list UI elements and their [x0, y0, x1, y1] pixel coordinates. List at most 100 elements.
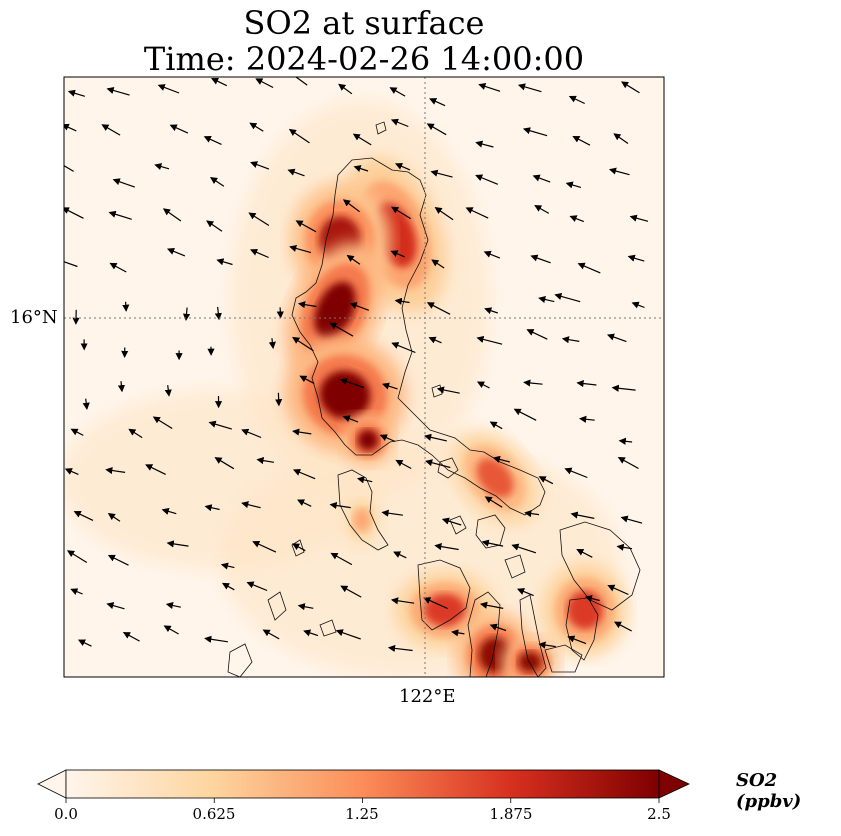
wind-arrow-164: [423, 597, 448, 610]
wind-arrow-161: [297, 603, 314, 611]
wind-arrow-82: [268, 338, 276, 350]
wind-arrow-12: [620, 81, 640, 94]
wind-arrow-6: [338, 83, 353, 95]
wind-arrow-126: [492, 455, 510, 463]
wind-arrow-178: [489, 623, 507, 632]
wind-arrow-13: [64, 123, 77, 132]
wind-arrow-119: [145, 464, 166, 475]
colorbar-tick-0: 0.0: [54, 805, 78, 823]
wind-arrow-62: [530, 254, 551, 264]
colorbar-tick-4: 2.5: [647, 805, 671, 823]
wind-arrow-133: [204, 504, 220, 512]
wind-arrow-85: [391, 342, 416, 354]
wind-arrow-58: [346, 254, 361, 265]
wind-arrow-72: [394, 297, 410, 305]
negros-cebu-plume-1-2: [518, 651, 542, 673]
map-time: Time: 2024-02-26 14:00:00: [143, 40, 585, 78]
wind-arrow-141: [570, 511, 595, 519]
lat-tick-label: 16°N: [10, 307, 58, 328]
wind-arrow-102: [576, 379, 597, 388]
wind-arrow-111: [379, 434, 396, 443]
wind-arrow-77: [631, 301, 645, 309]
wind-arrow-124: [395, 459, 412, 470]
wind-arrow-28: [154, 163, 170, 171]
colorbar-max-extend: [658, 769, 690, 799]
wind-arrow-139: [484, 496, 503, 508]
wind-arrow-176: [387, 644, 413, 652]
colorbar-min-extend: [37, 769, 67, 799]
wind-arrow-88: [526, 329, 548, 340]
manila-bay-plume-0-2: [319, 370, 371, 420]
wind-arrow-104: [70, 428, 84, 436]
wind-arrow-170: [122, 632, 140, 642]
wind-arrow-3: [211, 77, 228, 87]
wind-arrow-105: [128, 428, 143, 439]
wind-arrow-50: [569, 215, 585, 223]
wind-arrow-173: [262, 629, 280, 640]
wind-arrow-134: [241, 501, 261, 509]
wind-arrow-110: [342, 415, 359, 423]
wind-arrow-155: [616, 543, 633, 551]
wind-arrow-42: [206, 220, 223, 232]
wind-arrow-64: [627, 254, 645, 262]
wind-arrow-51: [629, 214, 649, 222]
wind-arrow-162: [340, 585, 362, 598]
wind-arrow-171: [163, 625, 179, 635]
wind-arrow-31: [287, 168, 305, 177]
wind-arrow-43: [248, 212, 270, 227]
wind-arrow-113: [489, 421, 503, 430]
wind-arrow-157: [106, 602, 125, 610]
visayas-plume-0-2: [424, 593, 466, 627]
wind-arrow-57: [289, 244, 312, 254]
wind-arrow-19: [352, 133, 372, 146]
colorbar-tick-2: 1.25: [345, 805, 379, 823]
mindoro-plume-0-2: [353, 508, 371, 532]
wind-arrow-160: [246, 581, 268, 592]
wind-arrow-149: [330, 552, 353, 566]
wind-arrow-83: [292, 336, 314, 352]
wind-arrow-61: [483, 250, 501, 259]
wind-arrow-84: [329, 322, 354, 337]
wind-arrow-137: [381, 509, 403, 517]
wind-arrow-35: [475, 174, 499, 185]
wind-arrow-45: [342, 199, 360, 213]
wind-arrow-63: [577, 262, 601, 274]
wind-arrow-96: [299, 375, 315, 385]
wind-arrow-98: [381, 382, 398, 390]
wind-arrow-20: [390, 118, 409, 128]
wind-arrow-118: [105, 466, 126, 475]
wind-arrow-49: [534, 205, 550, 214]
map-panel: [63, 76, 665, 678]
wind-arrow-156: [70, 588, 83, 595]
wind-arrow-179: [538, 641, 556, 649]
wind-arrow-121: [256, 457, 274, 465]
wind-arrow-159: [221, 582, 235, 591]
wind-arrow-90: [606, 333, 627, 343]
haze-2: [64, 390, 380, 570]
wind-arrow-17: [249, 122, 264, 132]
wind-arrow-103: [611, 384, 636, 392]
west-central-luzon-plume-0-2: [314, 281, 356, 339]
wind-arrow-22: [475, 140, 494, 148]
wind-arrow-9: [478, 83, 501, 92]
wind-arrow-75: [538, 296, 555, 304]
wind-arrow-7: [389, 87, 406, 97]
wind-arrow-46: [391, 206, 412, 220]
wind-arrow-37: [565, 181, 582, 189]
wind-arrow-120: [214, 457, 235, 470]
wind-arrow-27: [112, 178, 135, 188]
colorbar-tick-1: 0.625: [192, 805, 236, 823]
wind-arrow-87: [476, 335, 503, 345]
wind-arrow-165: [479, 601, 504, 609]
wind-arrow-109: [292, 428, 312, 436]
wind-arrow-150: [393, 551, 407, 559]
wind-arrow-143: [66, 550, 88, 564]
wind-arrow-181: [613, 621, 632, 632]
wind-arrow-8: [429, 98, 446, 107]
wind-arrow-73: [426, 302, 451, 315]
wind-arrow-53: [109, 262, 127, 273]
wind-arrow-169: [77, 639, 92, 647]
wind-arrow-25: [613, 133, 629, 144]
wind-arrow-47: [434, 207, 454, 221]
wind-arrow-67: [182, 307, 191, 321]
